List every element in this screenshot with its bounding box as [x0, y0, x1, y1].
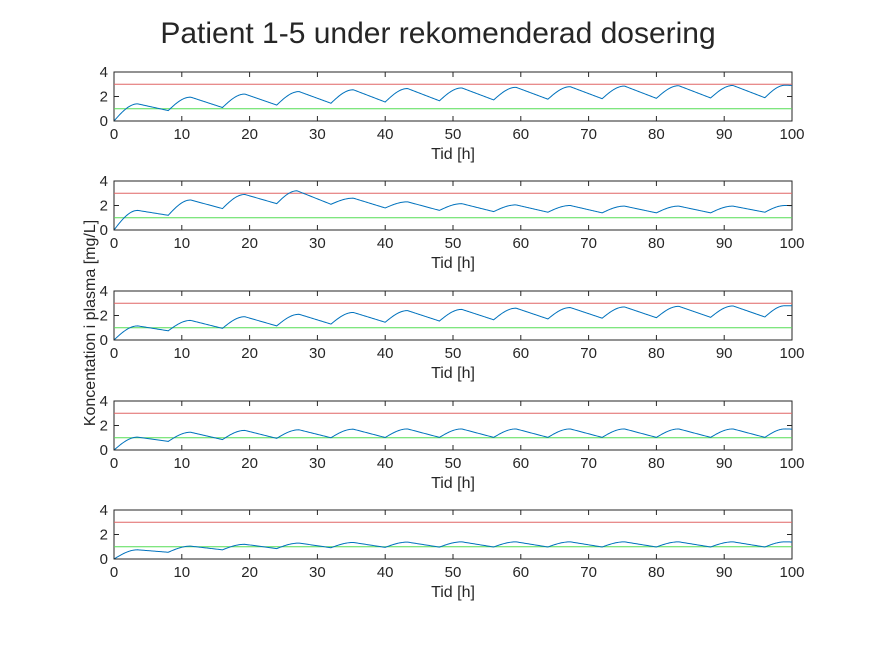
- x-tick-label: 10: [173, 345, 190, 362]
- x-tick-label: 70: [580, 455, 597, 472]
- y-tick-label: 2: [100, 198, 108, 215]
- y-axis-label: Koncentation i plasma [mg/L]: [82, 220, 99, 426]
- x-tick-label: 90: [716, 235, 733, 252]
- x-tick-label: 30: [309, 235, 326, 252]
- x-tick-label: 10: [173, 455, 190, 472]
- x-tick-label: 20: [241, 126, 258, 143]
- x-tick-label: 60: [512, 126, 529, 143]
- x-tick-label: 90: [716, 345, 733, 362]
- y-tick-label: 0: [100, 332, 108, 349]
- subplot-1: 0 10 20 30 40 50 60 70 80 90 100 0 2 4 Tid [h]: [100, 64, 805, 163]
- subplot-4: 0 10 20 30 40 50 60 70 80 90 100 0 2 4 Tid [h]: [100, 393, 805, 492]
- x-tick-label: 50: [445, 126, 462, 143]
- x-axis-label: Tid [h]: [431, 365, 475, 382]
- x-tick-label: 100: [779, 564, 804, 581]
- x-tick-label: 30: [309, 564, 326, 581]
- subplot-5: 0 10 20 30 40 50 60 70 80 90 100 0 2 4 Tid [h]: [100, 502, 805, 601]
- x-tick-label: 0: [110, 235, 118, 252]
- x-tick-label: 30: [309, 345, 326, 362]
- x-tick-label: 60: [512, 345, 529, 362]
- x-axis-label: Tid [h]: [431, 146, 475, 163]
- x-tick-label: 20: [241, 564, 258, 581]
- y-tick-label: 0: [100, 551, 108, 568]
- axes-box: [113, 509, 793, 560]
- x-tick-label: 100: [779, 126, 804, 143]
- y-tick-label: 0: [100, 222, 108, 239]
- x-tick-label: 0: [110, 126, 118, 143]
- x-tick-label: 80: [648, 455, 665, 472]
- y-tick-label: 4: [100, 502, 108, 519]
- x-tick-label: 50: [445, 455, 462, 472]
- x-tick-label: 20: [241, 235, 258, 252]
- x-tick-label: 60: [512, 235, 529, 252]
- x-tick-label: 0: [110, 455, 118, 472]
- x-axis-label: Tid [h]: [431, 475, 475, 492]
- axes-box: [113, 71, 793, 122]
- axes-box: [113, 180, 793, 231]
- concentration-series: [113, 84, 793, 122]
- axes-box: [113, 400, 793, 451]
- x-tick-label: 70: [580, 564, 597, 581]
- x-tick-label: 70: [580, 126, 597, 143]
- y-tick-label: 4: [100, 173, 108, 190]
- subplot-3: 0 10 20 30 40 50 60 70 80 90 100 0 2 4 Tid [h]: [100, 283, 805, 382]
- x-tick-label: 0: [110, 345, 118, 362]
- x-tick-label: 90: [716, 126, 733, 143]
- y-tick-label: 0: [100, 442, 108, 459]
- x-tick-label: 40: [377, 564, 394, 581]
- x-tick-label: 10: [173, 235, 190, 252]
- x-tick-label: 80: [648, 235, 665, 252]
- y-tick-label: 2: [100, 308, 108, 325]
- x-tick-label: 50: [445, 235, 462, 252]
- x-tick-label: 80: [648, 345, 665, 362]
- x-tick-label: 90: [716, 564, 733, 581]
- x-tick-label: 20: [241, 455, 258, 472]
- x-tick-label: 60: [512, 564, 529, 581]
- x-tick-label: 40: [377, 235, 394, 252]
- axes-box: [113, 290, 793, 341]
- subplot-2: 0 10 20 30 40 50 60 70 80 90 100 0 2 4 Tid [h]: [100, 173, 805, 272]
- y-tick-label: 4: [100, 64, 108, 81]
- y-tick-label: 4: [100, 283, 108, 300]
- x-tick-label: 20: [241, 345, 258, 362]
- x-tick-label: 100: [779, 455, 804, 472]
- x-tick-label: 40: [377, 345, 394, 362]
- x-tick-label: 90: [716, 455, 733, 472]
- x-tick-label: 100: [779, 345, 804, 362]
- y-tick-label: 2: [100, 89, 108, 106]
- chart-title: Patient 1-5 under rekomenderad dosering: [160, 17, 715, 50]
- y-tick-label: 4: [100, 393, 108, 410]
- concentration-series: [113, 190, 793, 231]
- x-tick-label: 70: [580, 345, 597, 362]
- x-tick-label: 80: [648, 126, 665, 143]
- y-tick-label: 2: [100, 527, 108, 544]
- y-tick-label: 0: [100, 113, 108, 130]
- x-tick-label: 80: [648, 564, 665, 581]
- x-tick-label: 10: [173, 126, 190, 143]
- x-tick-label: 0: [110, 564, 118, 581]
- x-tick-label: 50: [445, 564, 462, 581]
- x-tick-label: 70: [580, 235, 597, 252]
- concentration-series: [113, 541, 793, 560]
- x-tick-label: 30: [309, 455, 326, 472]
- x-tick-label: 40: [377, 126, 394, 143]
- x-tick-label: 60: [512, 455, 529, 472]
- concentration-series: [113, 428, 793, 451]
- x-axis-label: Tid [h]: [431, 584, 475, 601]
- x-tick-label: 100: [779, 235, 804, 252]
- x-tick-label: 30: [309, 126, 326, 143]
- x-axis-label: Tid [h]: [431, 255, 475, 272]
- y-tick-label: 2: [100, 418, 108, 435]
- x-tick-label: 10: [173, 564, 190, 581]
- concentration-series: [113, 305, 793, 341]
- x-tick-label: 50: [445, 345, 462, 362]
- x-tick-label: 40: [377, 455, 394, 472]
